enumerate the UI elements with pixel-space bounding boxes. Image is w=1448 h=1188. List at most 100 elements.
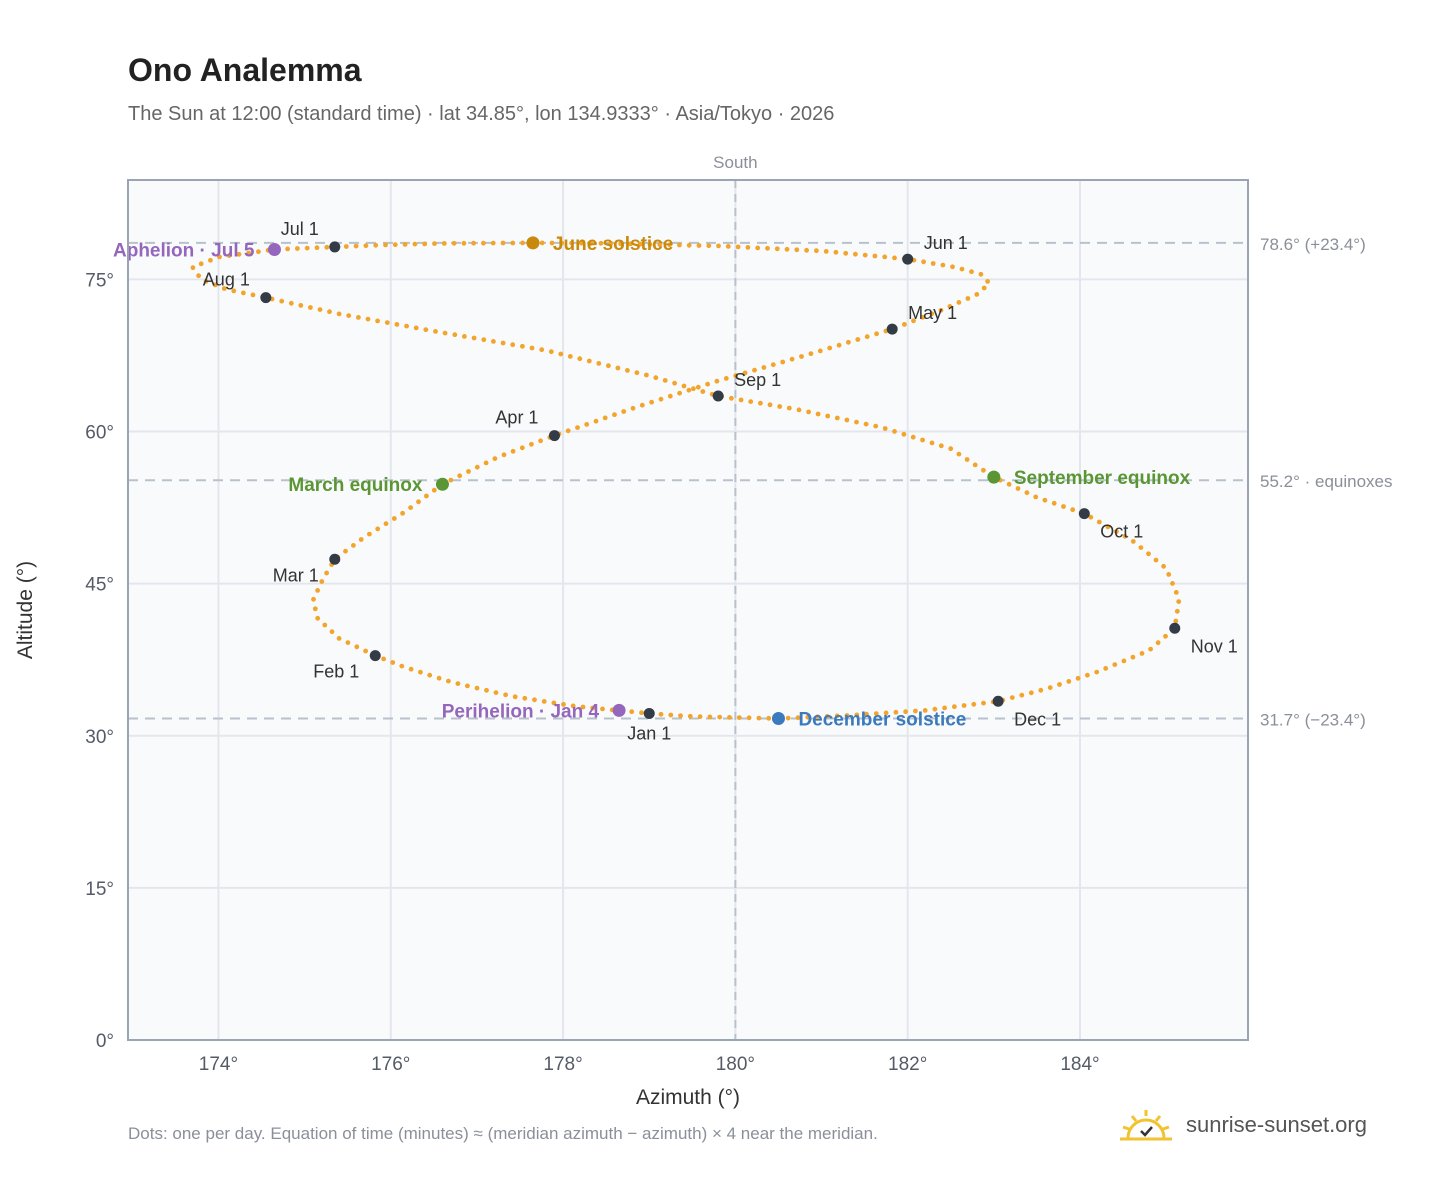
analemma-day-dot	[774, 246, 780, 252]
analemma-day-dot	[418, 669, 423, 675]
analemma-day-dot	[1166, 572, 1172, 577]
month-marker-label: Nov 1	[1191, 636, 1238, 656]
analemma-day-dot	[628, 241, 633, 247]
x-axis-title: Azimuth (°)	[636, 1086, 740, 1109]
analemma-day-dot	[1105, 524, 1111, 530]
analemma-day-dot	[520, 343, 525, 349]
analemma-day-dot	[630, 405, 636, 411]
y-tick-label: 30°	[85, 727, 114, 748]
analemma-day-dot	[634, 370, 640, 376]
analemma-day-dot	[1138, 545, 1144, 550]
reference-line-label: 55.2° · equinoxes	[1260, 472, 1393, 491]
analemma-day-dot	[221, 286, 227, 291]
analemma-day-dot	[1176, 599, 1182, 604]
analemma-day-dot	[700, 389, 706, 394]
event-label: June solstice	[553, 234, 673, 255]
analemma-day-dot	[786, 405, 792, 411]
analemma-day-dot	[796, 407, 802, 413]
analemma-day-dot	[902, 322, 907, 327]
analemma-day-dot	[686, 242, 692, 248]
analemma-day-dot	[408, 666, 414, 672]
analemma-day-dot	[678, 713, 683, 719]
analemma-day-dot	[657, 242, 663, 248]
month-marker	[329, 241, 341, 253]
analemma-day-dot	[203, 278, 209, 284]
analemma-day-dot	[427, 672, 433, 678]
analemma-day-dot	[433, 329, 438, 334]
analemma-day-dot	[854, 712, 860, 718]
analemma-day-dot	[815, 411, 821, 417]
analemma-day-dot	[1038, 687, 1044, 693]
analemma-day-dot	[402, 242, 408, 247]
analemma-day-dot	[794, 247, 800, 253]
analemma-day-dot	[1130, 654, 1136, 660]
analemma-day-dot	[799, 354, 804, 359]
analemma-day-dot	[883, 710, 889, 716]
analemma-day-dot	[315, 588, 320, 593]
analemma-day-dot	[312, 606, 318, 612]
analemma-day-dot	[882, 426, 888, 431]
analemma-day-dot	[956, 300, 962, 305]
month-marker	[886, 323, 898, 335]
analemma-day-dot	[1170, 581, 1175, 586]
analemma-day-dot	[384, 320, 390, 325]
analemma-day-dot	[716, 243, 721, 249]
analemma-day-dot	[714, 378, 720, 384]
analemma-day-dot	[707, 714, 713, 720]
x-tick-label: 174°	[199, 1054, 238, 1075]
analemma-day-dot	[961, 703, 967, 708]
analemma-day-dot	[843, 250, 849, 256]
month-marker-label: Apr 1	[495, 408, 538, 428]
analemma-day-dot	[929, 311, 935, 317]
analemma-day-dot	[358, 537, 364, 542]
analemma-day-dot	[765, 245, 770, 251]
analemma-day-dot	[922, 708, 928, 713]
x-tick-label: 182°	[888, 1054, 927, 1075]
y-tick-label: 0°	[96, 1031, 114, 1052]
analemma-day-dot	[625, 368, 630, 373]
analemma-day-dot	[653, 375, 659, 381]
event-marker	[435, 477, 449, 491]
analemma-day-dot	[668, 712, 674, 718]
analemma-day-dot	[1173, 590, 1179, 595]
analemma-day-dot	[608, 241, 614, 246]
analemma-day-dot	[559, 240, 565, 246]
analemma-day-dot	[932, 706, 938, 712]
analemma-day-dot	[834, 415, 840, 421]
month-marker	[712, 390, 724, 402]
month-marker	[369, 650, 381, 662]
brand-name[interactable]: sunrise-sunset.org	[1186, 1112, 1367, 1137]
analemma-day-dot	[336, 636, 342, 641]
analemma-day-dot	[770, 362, 776, 368]
analemma-day-dot	[921, 259, 926, 265]
analemma-day-dot	[391, 516, 397, 521]
analemma-day-dot	[551, 700, 557, 706]
analemma-day-dot	[365, 316, 371, 322]
analemma-day-dot	[872, 253, 878, 259]
analemma-day-dot	[520, 240, 525, 246]
analemma-day-dot	[596, 361, 602, 366]
analemma-day-dot	[777, 404, 783, 409]
analemma-day-dot	[855, 337, 861, 342]
analemma-day-dot	[588, 240, 594, 246]
analemma-day-dot	[745, 245, 751, 250]
analemma-day-dot	[938, 443, 944, 449]
analemma-day-dot	[974, 292, 980, 297]
analemma-day-dot	[412, 241, 418, 247]
analemma-day-dot	[862, 252, 868, 258]
analemma-day-dot	[590, 705, 596, 711]
analemma-day-dot	[853, 251, 858, 257]
analemma-day-dot	[602, 415, 608, 421]
analemma-day-dot	[1006, 481, 1012, 487]
analemma-day-dot	[825, 714, 830, 719]
analemma-day-dot	[729, 395, 734, 401]
analemma-day-dot	[981, 285, 987, 291]
analemma-day-dot	[510, 342, 516, 348]
brand-link[interactable]: sunrise-sunset.org	[1120, 1100, 1367, 1150]
month-marker-label: Jun 1	[924, 233, 968, 253]
analemma-day-dot	[677, 242, 682, 248]
analemma-day-dot	[697, 714, 703, 720]
analemma-day-dot	[577, 356, 583, 362]
analemma-day-dot	[1042, 497, 1048, 503]
analemma-day-dot	[399, 663, 405, 669]
